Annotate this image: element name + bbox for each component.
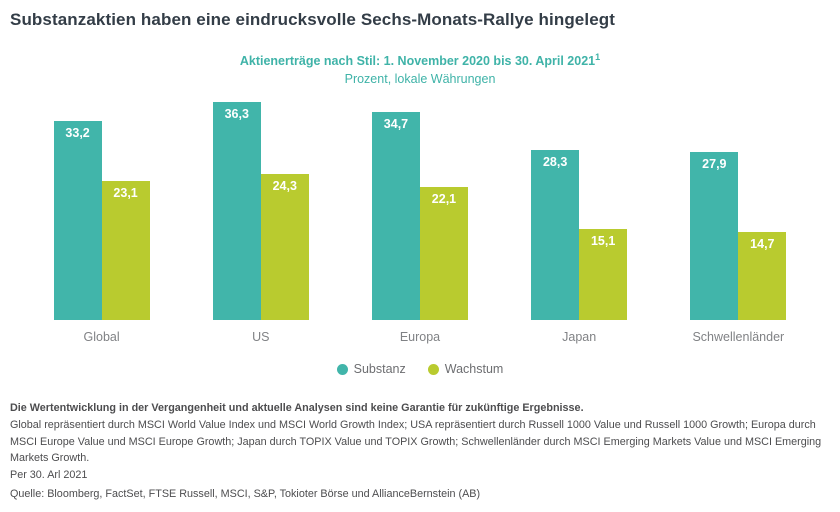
footnote-marker: 1 (595, 52, 601, 62)
bar-wachstum-japan: 15,1 (579, 229, 628, 321)
bar-value-label: 34,7 (383, 117, 409, 132)
footnote-indices: Global repräsentiert durch MSCI World Va… (10, 418, 822, 465)
bar-value-label: 28,3 (542, 155, 568, 170)
footnote-source: Quelle: Bloomberg, FactSet, FTSE Russell… (10, 487, 481, 500)
bar-value-label: 36,3 (224, 107, 249, 122)
bar-value-label: 23,1 (113, 186, 138, 201)
bar-group-us: 36,3 24,3 US (212, 98, 309, 345)
chart-title: Substanzaktien haben eine eindrucksvolle… (10, 10, 615, 29)
bar-wachstum-global: 23,1 (101, 181, 150, 321)
bar-substanz-japan: 28,3 (531, 150, 580, 321)
bar-value-label: 33,2 (65, 126, 90, 141)
chart-legend: Substanz Wachstum (8, 362, 832, 376)
bar-chart: 33,2 23,1 Global 36,3 24,3 US 34,7 22,1 Europa 28… (8, 98, 832, 344)
bar-substanz-europa: 34,7 (371, 112, 420, 321)
legend-dot-substanz-icon (336, 363, 348, 375)
bar-substanz-global: 33,2 (53, 121, 102, 321)
legend-label-substanz: Substanz (353, 362, 406, 377)
bar-group-schwellenl-nder: 27,9 14,7 Schwellenländer (690, 98, 787, 345)
bar-value-label: 24,3 (272, 179, 297, 194)
footnotes: Die Wertentwicklung in der Vergangenheit… (8, 400, 832, 502)
legend-dot-wachstum-icon (427, 363, 439, 375)
legend-item-substanz: Substanz (336, 362, 406, 377)
category-label-schwellenl-nder: Schwellenländer (692, 330, 785, 345)
category-label-japan: Japan (562, 330, 597, 345)
bar-wachstum-europa: 22,1 (419, 187, 468, 321)
bar-substanz-us: 36,3 (212, 102, 261, 321)
chart-subtitle-line2: Prozent, lokale Währungen (344, 72, 496, 87)
subtitle-text: Aktienerträge nach Stil: 1. November 202… (239, 54, 596, 69)
category-label-global: Global (83, 330, 120, 345)
bars-europa: 34,7 22,1 (371, 98, 468, 321)
bars-us: 36,3 24,3 (212, 98, 309, 321)
bar-substanz-schwellenl-nder: 27,9 (690, 152, 739, 321)
bars-schwellenl-nder: 27,9 14,7 (690, 98, 787, 321)
bar-wachstum-schwellenl-nder: 14,7 (738, 232, 787, 321)
bar-value-label: 27,9 (702, 157, 727, 172)
legend-item-wachstum: Wachstum (427, 362, 504, 377)
legend-label-wachstum: Wachstum (444, 362, 504, 377)
category-label-us: US (252, 330, 270, 345)
bar-value-label: 15,1 (590, 234, 616, 249)
bar-value-label: 22,1 (431, 192, 457, 207)
bar-group-europa: 34,7 22,1 Europa (371, 98, 468, 345)
bars-japan: 28,3 15,1 (531, 98, 628, 321)
bars-global: 33,2 23,1 (53, 98, 150, 321)
bar-wachstum-us: 24,3 (260, 174, 309, 321)
chart-subtitle-block: Aktienerträge nach Stil: 1. November 202… (8, 52, 832, 86)
bar-group-japan: 28,3 15,1 Japan (531, 98, 628, 345)
chart-subtitle-line1: Aktienerträge nach Stil: 1. November 202… (8, 52, 832, 68)
category-label-europa: Europa (399, 330, 441, 345)
footnote-as-of: Per 30. Arl 2021 (10, 469, 88, 482)
bar-group-global: 33,2 23,1 Global (53, 98, 150, 345)
footnote-disclaimer: Die Wertentwicklung in der Vergangenheit… (10, 402, 584, 415)
bar-value-label: 14,7 (750, 237, 775, 252)
